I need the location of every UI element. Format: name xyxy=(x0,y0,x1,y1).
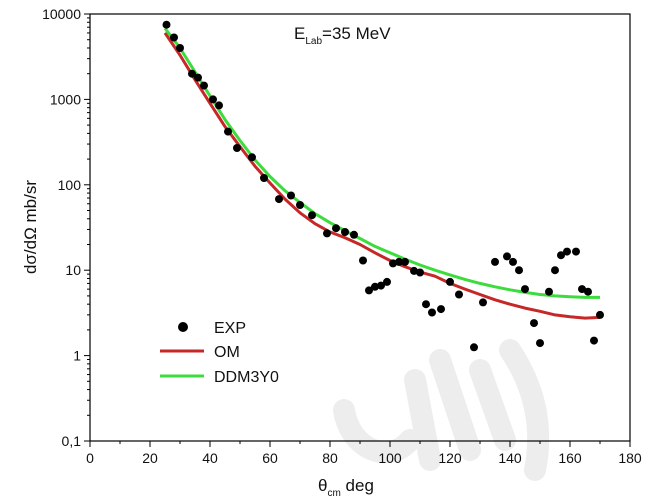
points-layer xyxy=(162,20,604,352)
exp-point xyxy=(563,247,571,256)
legend-exp-marker xyxy=(178,322,188,332)
exp-point xyxy=(287,191,295,200)
exp-point xyxy=(551,266,559,275)
exp-point xyxy=(545,287,553,296)
ddm3y0-line xyxy=(163,27,600,299)
annotation-sub: Lab xyxy=(305,36,322,47)
exp-point xyxy=(176,44,184,52)
exp-point xyxy=(455,290,463,299)
y-tick-label: 0,1 xyxy=(62,433,82,449)
exp-point xyxy=(332,224,340,233)
exp-point xyxy=(503,252,511,261)
exp-point xyxy=(596,310,604,319)
y-tick-label: 1000 xyxy=(50,91,81,107)
exp-point xyxy=(359,256,367,265)
exp-point xyxy=(590,336,598,345)
legend-om-label: OM xyxy=(214,344,240,361)
exp-point xyxy=(350,230,358,239)
exp-point xyxy=(209,95,217,104)
exp-point xyxy=(557,251,565,260)
exp-point xyxy=(422,300,430,309)
x-tick-label: 100 xyxy=(378,450,402,466)
x-tick-label: 140 xyxy=(498,450,522,466)
exp-point xyxy=(491,257,499,266)
exp-point xyxy=(479,298,487,307)
exp-point xyxy=(224,127,232,136)
exp-point xyxy=(509,257,517,266)
xlabel-rest: deg xyxy=(341,476,374,495)
x-tick-label: 20 xyxy=(142,450,158,466)
x-tick-label: 0 xyxy=(86,450,94,466)
exp-point xyxy=(470,343,478,352)
x-tick-label: 160 xyxy=(558,450,582,466)
x-tick-label: 180 xyxy=(618,450,642,466)
xlabel-sub: cm xyxy=(327,488,340,499)
exp-point xyxy=(162,20,171,29)
annotation-rest: =35 MeV xyxy=(322,24,391,43)
legend-exp-label: EXP xyxy=(214,320,246,337)
y-axis-title: dσ/dΩ mb/sr xyxy=(21,180,40,274)
exp-point xyxy=(410,266,418,275)
exp-point xyxy=(446,277,454,286)
exp-point xyxy=(521,285,529,294)
x-axis-title: θcm deg xyxy=(318,476,374,499)
exp-point xyxy=(383,277,391,286)
exp-point xyxy=(323,229,331,238)
exp-point xyxy=(578,285,586,294)
om-line xyxy=(163,32,601,320)
x-tick-label: 60 xyxy=(262,450,278,466)
exp-point xyxy=(365,286,373,295)
exp-point xyxy=(194,73,202,82)
exp-point xyxy=(530,319,538,328)
exp-point xyxy=(428,308,436,317)
exp-point xyxy=(170,33,178,42)
exp-point xyxy=(572,247,580,256)
exp-point xyxy=(341,228,349,236)
exp-point xyxy=(389,259,397,268)
xlabel-main: θ xyxy=(318,476,327,495)
y-tick-label: 100 xyxy=(58,177,82,193)
exp-point xyxy=(437,305,445,314)
y-tick-label: 10000 xyxy=(42,6,81,22)
legend: EXP OM DDM3Y0 xyxy=(160,320,279,386)
tick-layer: 0 20 40 60 80 100 120 140 160 180 0,1 1 10 100 1000 100… xyxy=(42,6,642,466)
exp-point xyxy=(188,69,196,78)
series-layer xyxy=(163,27,601,320)
exp-point xyxy=(296,201,304,209)
exp-point xyxy=(275,195,283,204)
y-tick-label: 10 xyxy=(65,262,81,278)
energy-annotation: ELab=35 MeV xyxy=(294,24,391,47)
annotation-main: E xyxy=(294,24,305,43)
exp-point xyxy=(401,257,409,266)
legend-ddm3y0-label: DDM3Y0 xyxy=(214,369,279,386)
x-tick-label: 120 xyxy=(438,450,462,466)
exp-point xyxy=(260,174,268,182)
y-tick-label: 1 xyxy=(73,348,81,364)
exp-point xyxy=(416,268,424,277)
exp-point xyxy=(215,101,223,110)
exp-point xyxy=(233,144,241,152)
exp-point xyxy=(395,257,403,266)
exp-point xyxy=(308,211,316,220)
exp-point xyxy=(536,339,544,348)
exp-point xyxy=(371,282,379,291)
exp-point xyxy=(584,287,592,296)
exp-point xyxy=(515,266,523,275)
exp-point xyxy=(248,153,256,162)
x-tick-label: 40 xyxy=(202,450,218,466)
exp-point xyxy=(200,81,208,90)
x-tick-label: 80 xyxy=(322,450,338,466)
exp-point xyxy=(377,281,385,290)
